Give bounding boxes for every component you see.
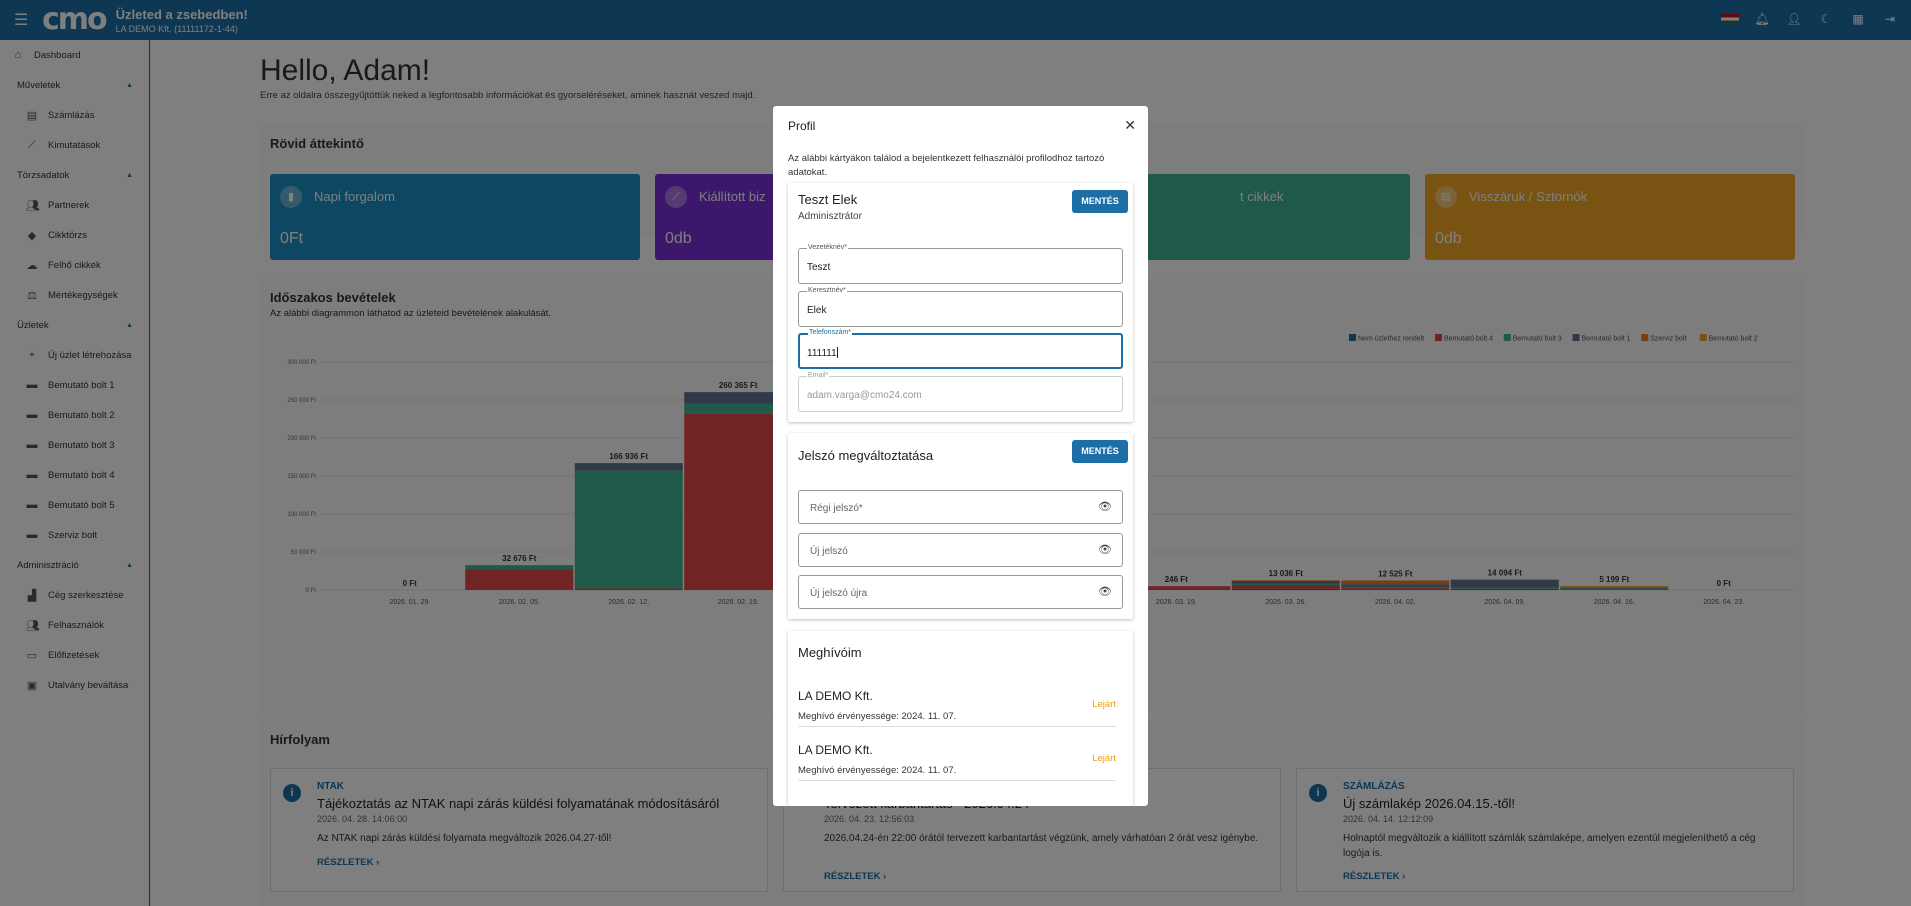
dialog-description: Az alábbi kártyákon találod a bejelentke… bbox=[788, 153, 1105, 178]
profile-dialog: Profil ✕ Az alábbi kártyákon találod a b… bbox=[773, 106, 1148, 806]
field-value: adam.varga@cmo24.com bbox=[807, 390, 922, 401]
text-caret bbox=[836, 347, 838, 358]
invites-card: Meghívóim LA DEMO Kft. Meghívó érvényess… bbox=[788, 631, 1133, 806]
field-value: Teszt bbox=[807, 262, 831, 273]
invites-title: Meghívóim bbox=[798, 645, 862, 660]
invite-validity: Meghívó érvényessége: 2024. 11. 07. bbox=[798, 765, 957, 776]
eye-off-icon[interactable]: 👁︎ bbox=[1098, 586, 1112, 598]
save-password-button[interactable]: MENTÉS bbox=[1072, 440, 1128, 463]
close-icon[interactable]: ✕ bbox=[1124, 117, 1136, 133]
password-card: Jelszó megváltoztatása MENTÉS Régi jelsz… bbox=[788, 433, 1133, 619]
phone-field[interactable]: Telefonszám* 111111 bbox=[798, 329, 1123, 369]
profile-card: Teszt Elek Adminisztrátor MENTÉS Vezeték… bbox=[788, 183, 1133, 422]
field-label: Email* bbox=[807, 372, 830, 379]
profile-role: Adminisztrátor bbox=[798, 211, 862, 222]
field-label: Vezetéknév* bbox=[807, 244, 848, 251]
field-placeholder: Régi jelszó* bbox=[810, 503, 863, 514]
invite-company: LA DEMO Kft. bbox=[798, 689, 873, 703]
new-password-field[interactable]: Új jelszó 👁︎ bbox=[798, 533, 1123, 567]
last-name-field[interactable]: Vezetéknév* Teszt bbox=[798, 244, 1123, 284]
field-label: Keresztnév* bbox=[807, 287, 847, 294]
field-value: Elek bbox=[807, 305, 827, 316]
confirm-password-field[interactable]: Új jelszó újra 👁︎ bbox=[798, 575, 1123, 609]
invite-company: LA DEMO Kft. bbox=[798, 743, 873, 757]
invite-status: Lejárt bbox=[1092, 753, 1116, 764]
field-placeholder: Új jelszó bbox=[810, 546, 848, 557]
save-profile-button[interactable]: MENTÉS bbox=[1072, 190, 1128, 213]
eye-off-icon[interactable]: 👁︎ bbox=[1098, 501, 1112, 513]
old-password-field[interactable]: Régi jelszó* 👁︎ bbox=[798, 490, 1123, 524]
invite-row: LA DEMO Kft. Meghívó érvényessége: 2024.… bbox=[798, 677, 1116, 727]
invite-status: Lejárt bbox=[1092, 699, 1116, 710]
field-label: Telefonszám* bbox=[808, 329, 853, 336]
first-name-field[interactable]: Keresztnév* Elek bbox=[798, 287, 1123, 327]
invite-row: LA DEMO Kft. Meghívó érvényessége: 2024.… bbox=[798, 731, 1116, 781]
field-placeholder: Új jelszó újra bbox=[810, 588, 868, 599]
invite-validity: Meghívó érvényessége: 2024. 11. 07. bbox=[798, 711, 957, 722]
dialog-title: Profil bbox=[788, 119, 816, 133]
eye-off-icon[interactable]: 👁︎ bbox=[1098, 544, 1112, 556]
password-title: Jelszó megváltoztatása bbox=[798, 448, 934, 463]
profile-name: Teszt Elek bbox=[798, 192, 858, 207]
email-field: Email* adam.varga@cmo24.com bbox=[798, 372, 1123, 412]
field-value: 111111 bbox=[807, 348, 837, 359]
